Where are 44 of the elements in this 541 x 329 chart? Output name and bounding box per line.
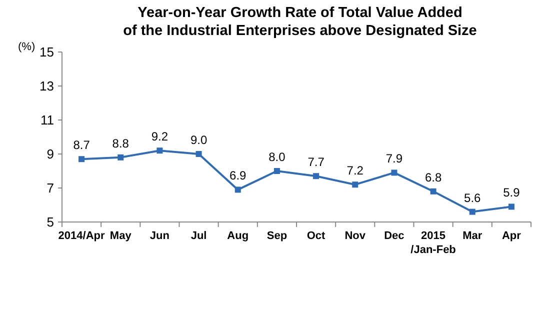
data-label: 5.9 — [503, 186, 520, 200]
point — [508, 204, 514, 210]
x-tick-label: Dec — [384, 230, 404, 242]
point — [469, 208, 476, 215]
data-label: 8.0 — [268, 150, 286, 164]
data-label: 5.6 — [464, 190, 482, 205]
x-tick-label: Nov — [344, 230, 366, 242]
y-tick-label: 13 — [40, 78, 54, 94]
point — [274, 168, 280, 174]
data-label: 8.7 — [73, 138, 90, 152]
data-label: 7.9 — [386, 152, 403, 166]
y-tick-label: 7 — [46, 180, 54, 196]
x-tick-label: Apr — [502, 230, 522, 242]
y-tick-label: 5 — [46, 214, 54, 230]
x-tick-label: 2015 /Jan-Feb — [410, 230, 456, 256]
data-label: 9.2 — [151, 130, 168, 144]
data-label: 7.7 — [308, 155, 325, 170]
point — [313, 173, 320, 180]
x-tick-label: Jul — [190, 230, 207, 242]
x-tick-label: Mar — [462, 230, 483, 242]
y-tick-label: 15 — [40, 44, 54, 60]
chart-title: Year-on-Year Growth Rate of Total Value Added of the Industrial Enterprises above Designated Size — [123, 5, 477, 39]
point — [430, 188, 436, 194]
y-axis-title: (%) — [18, 41, 36, 53]
x-tick-label: 2014/Apr — [58, 230, 106, 242]
x-tick-label: Oct — [306, 230, 326, 242]
y-tick-label: 11 — [40, 112, 54, 128]
x-tick-label: Aug — [227, 230, 249, 242]
point — [78, 156, 85, 162]
x-tick-label: Sep — [266, 230, 288, 242]
data-label: 7.2 — [346, 164, 364, 178]
point — [196, 151, 202, 157]
data-label: 9.0 — [190, 133, 208, 147]
data-label: 8.8 — [112, 136, 130, 150]
data-label: 6.9 — [230, 168, 247, 183]
point — [352, 182, 358, 188]
x-tick-label: Jun — [150, 230, 170, 242]
data-label: 6.8 — [424, 170, 442, 184]
point — [391, 170, 398, 176]
point — [118, 154, 124, 160]
point — [156, 148, 163, 154]
x-tick-label: May — [110, 230, 132, 242]
y-tick-label: 9 — [46, 146, 54, 162]
point — [234, 186, 241, 193]
